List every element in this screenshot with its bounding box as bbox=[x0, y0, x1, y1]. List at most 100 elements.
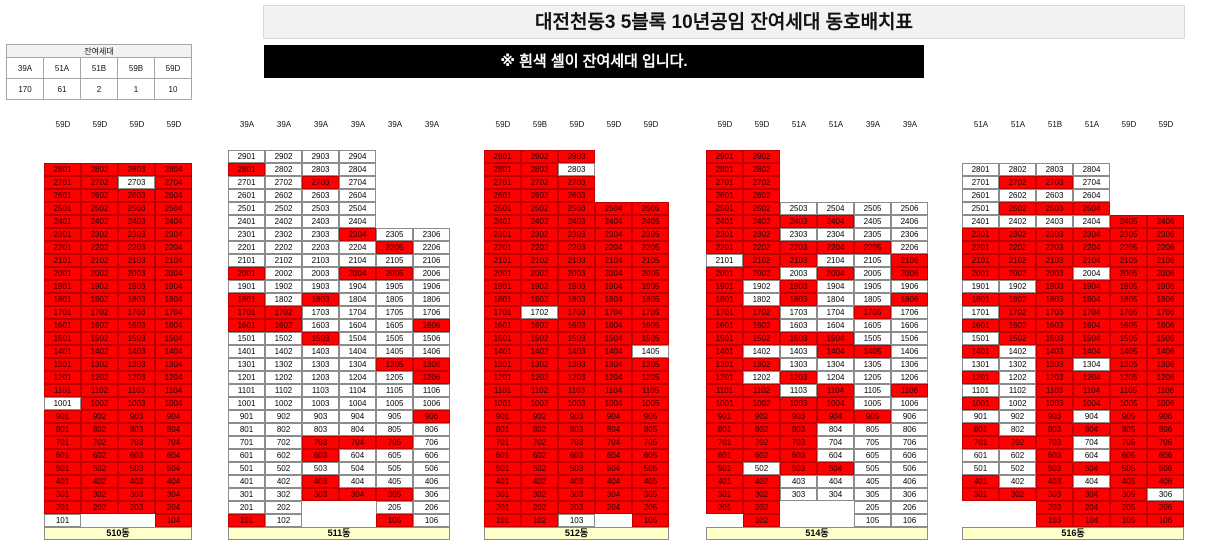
unit-cell-remaining: 1402 bbox=[265, 345, 302, 358]
unit-cell-sold: 301 bbox=[962, 488, 999, 501]
unit-cell-sold: 1001 bbox=[962, 397, 999, 410]
unit-cell-remaining: 1703 bbox=[780, 306, 817, 319]
unit-cell-sold: 1904 bbox=[155, 280, 192, 293]
unit-cell-remaining: 2901 bbox=[228, 150, 265, 163]
unit-cell-remaining: 1904 bbox=[817, 280, 854, 293]
unit-cell-sold: 1801 bbox=[44, 293, 81, 306]
unit-cell-sold: 1104 bbox=[595, 384, 632, 397]
unit-cell-sold: 504 bbox=[595, 462, 632, 475]
unit-cell-sold: 1406 bbox=[1147, 345, 1184, 358]
unit-cell-sold: 106 bbox=[1147, 514, 1184, 527]
unit-cell-sold: 504 bbox=[817, 462, 854, 475]
unit-cell-sold: 2103 bbox=[118, 254, 155, 267]
unit-cell-sold: 502 bbox=[81, 462, 118, 475]
unit-cell-sold: 2202 bbox=[999, 241, 1036, 254]
unit-cell-sold: 2504 bbox=[1073, 202, 1110, 215]
unit-cell-remaining: 1501 bbox=[228, 332, 265, 345]
unit-cell-remaining: 902 bbox=[265, 410, 302, 423]
unit-cell-remaining: 2105 bbox=[376, 254, 413, 267]
unit-cell-sold: 1906 bbox=[1147, 280, 1184, 293]
unit-cell-sold: 701 bbox=[484, 436, 521, 449]
unit-cell-sold: 906 bbox=[1147, 410, 1184, 423]
unit-cell-sold: 602 bbox=[521, 449, 558, 462]
unit-cell-sold: 2002 bbox=[743, 267, 780, 280]
unit-cell-sold: 2303 bbox=[558, 228, 595, 241]
unit-cell-remaining: 501 bbox=[228, 462, 265, 475]
unit-cell-remaining: 2504 bbox=[339, 202, 376, 215]
unit-cell-sold: 1403 bbox=[1036, 345, 1073, 358]
unit-cell-sold: 304 bbox=[339, 488, 376, 501]
unit-cell-sold: 402 bbox=[743, 475, 780, 488]
unit-cell-sold: 1606 bbox=[413, 319, 450, 332]
unit-cell-sold: 1104 bbox=[817, 384, 854, 397]
unit-cell-remaining: 1802 bbox=[743, 293, 780, 306]
unit-cell-sold: 1806 bbox=[1147, 293, 1184, 306]
unit-cell-sold: 1602 bbox=[999, 319, 1036, 332]
unit-cell-remaining: 206 bbox=[891, 501, 928, 514]
unit-cell-remaining: 1301 bbox=[962, 358, 999, 371]
unit-cell-sold: 804 bbox=[595, 423, 632, 436]
unit-cell-sold: 102 bbox=[521, 514, 558, 527]
unit-cell-sold: 2701 bbox=[44, 176, 81, 189]
unit-cell-sold: 902 bbox=[743, 410, 780, 423]
unit-cell-sold: 1101 bbox=[706, 384, 743, 397]
unit-cell-sold: 1705 bbox=[1110, 306, 1147, 319]
unit-cell-sold: 2001 bbox=[962, 267, 999, 280]
unit-cell-sold: 2201 bbox=[484, 241, 521, 254]
unit-cell-sold: 1306 bbox=[413, 358, 450, 371]
unit-cell-sold: 303 bbox=[558, 488, 595, 501]
unit-cell-remaining: 1902 bbox=[743, 280, 780, 293]
unit-cell-sold: 2504 bbox=[155, 202, 192, 215]
unit-cell-remaining: 902 bbox=[999, 410, 1036, 423]
unit-cell-sold: 1705 bbox=[854, 306, 891, 319]
unit-cell-sold: 2203 bbox=[558, 241, 595, 254]
unit-cell-sold: 2103 bbox=[558, 254, 595, 267]
unit-cell-sold: 1304 bbox=[595, 358, 632, 371]
unit-cell-remaining: 1001 bbox=[228, 397, 265, 410]
unit-cell-sold: 801 bbox=[706, 423, 743, 436]
page-title: 대전천동3 5블록 10년공임 잔여세대 동호배치표 bbox=[263, 5, 1185, 39]
unit-cell-sold: 2804 bbox=[155, 163, 192, 176]
unit-type-header: 59D bbox=[166, 120, 182, 129]
unit-cell-remaining: 2603 bbox=[302, 189, 339, 202]
unit-cell-sold: 1601 bbox=[484, 319, 521, 332]
unit-cell-sold: 2003 bbox=[118, 267, 155, 280]
unit-cell-sold: 2202 bbox=[521, 241, 558, 254]
summary-count: 61 bbox=[43, 78, 81, 100]
unit-cell-sold: 2403 bbox=[780, 215, 817, 228]
unit-cell-remaining: 2704 bbox=[1073, 176, 1110, 189]
unit-cell-sold: 205 bbox=[632, 501, 669, 514]
unit-cell-sold: 701 bbox=[44, 436, 81, 449]
unit-cell-remaining: 1903 bbox=[302, 280, 339, 293]
unit-cell-remaining: 2203 bbox=[302, 241, 339, 254]
unit-cell-remaining: 1205 bbox=[376, 371, 413, 384]
unit-cell-sold: 2801 bbox=[44, 163, 81, 176]
unit-cell-sold: 2402 bbox=[521, 215, 558, 228]
unit-cell-sold: 1604 bbox=[595, 319, 632, 332]
summary-type: 51B bbox=[80, 57, 118, 79]
unit-cell-sold: 2201 bbox=[44, 241, 81, 254]
unit-cell-sold: 1104 bbox=[1073, 384, 1110, 397]
unit-cell-remaining: 704 bbox=[817, 436, 854, 449]
unit-cell-sold: 1303 bbox=[558, 358, 595, 371]
unit-cell-sold: 503 bbox=[1036, 462, 1073, 475]
unit-cell-sold: 2004 bbox=[817, 267, 854, 280]
unit-cell-remaining: 1606 bbox=[891, 319, 928, 332]
summary-count: 2 bbox=[80, 78, 118, 100]
unit-cell-sold: 303 bbox=[1036, 488, 1073, 501]
unit-cell-sold: 401 bbox=[484, 475, 521, 488]
unit-cell-sold: 2104 bbox=[595, 254, 632, 267]
unit-cell-sold: 301 bbox=[706, 488, 743, 501]
unit-cell-sold: 1803 bbox=[1036, 293, 1073, 306]
unit-cell-sold: 1601 bbox=[962, 319, 999, 332]
unit-cell-remaining: 1605 bbox=[376, 319, 413, 332]
unit-cell-sold: 2202 bbox=[743, 241, 780, 254]
unit-cell-remaining: 2602 bbox=[999, 189, 1036, 202]
unit-cell-remaining: 2902 bbox=[265, 150, 302, 163]
unit-cell-remaining: 2604 bbox=[1073, 189, 1110, 202]
unit-cell-sold: 801 bbox=[44, 423, 81, 436]
unit-cell-sold: 1205 bbox=[1110, 371, 1147, 384]
unit-cell-sold: 704 bbox=[339, 436, 376, 449]
unit-cell-remaining: 1305 bbox=[854, 358, 891, 371]
summary-type: 39A bbox=[6, 57, 44, 79]
